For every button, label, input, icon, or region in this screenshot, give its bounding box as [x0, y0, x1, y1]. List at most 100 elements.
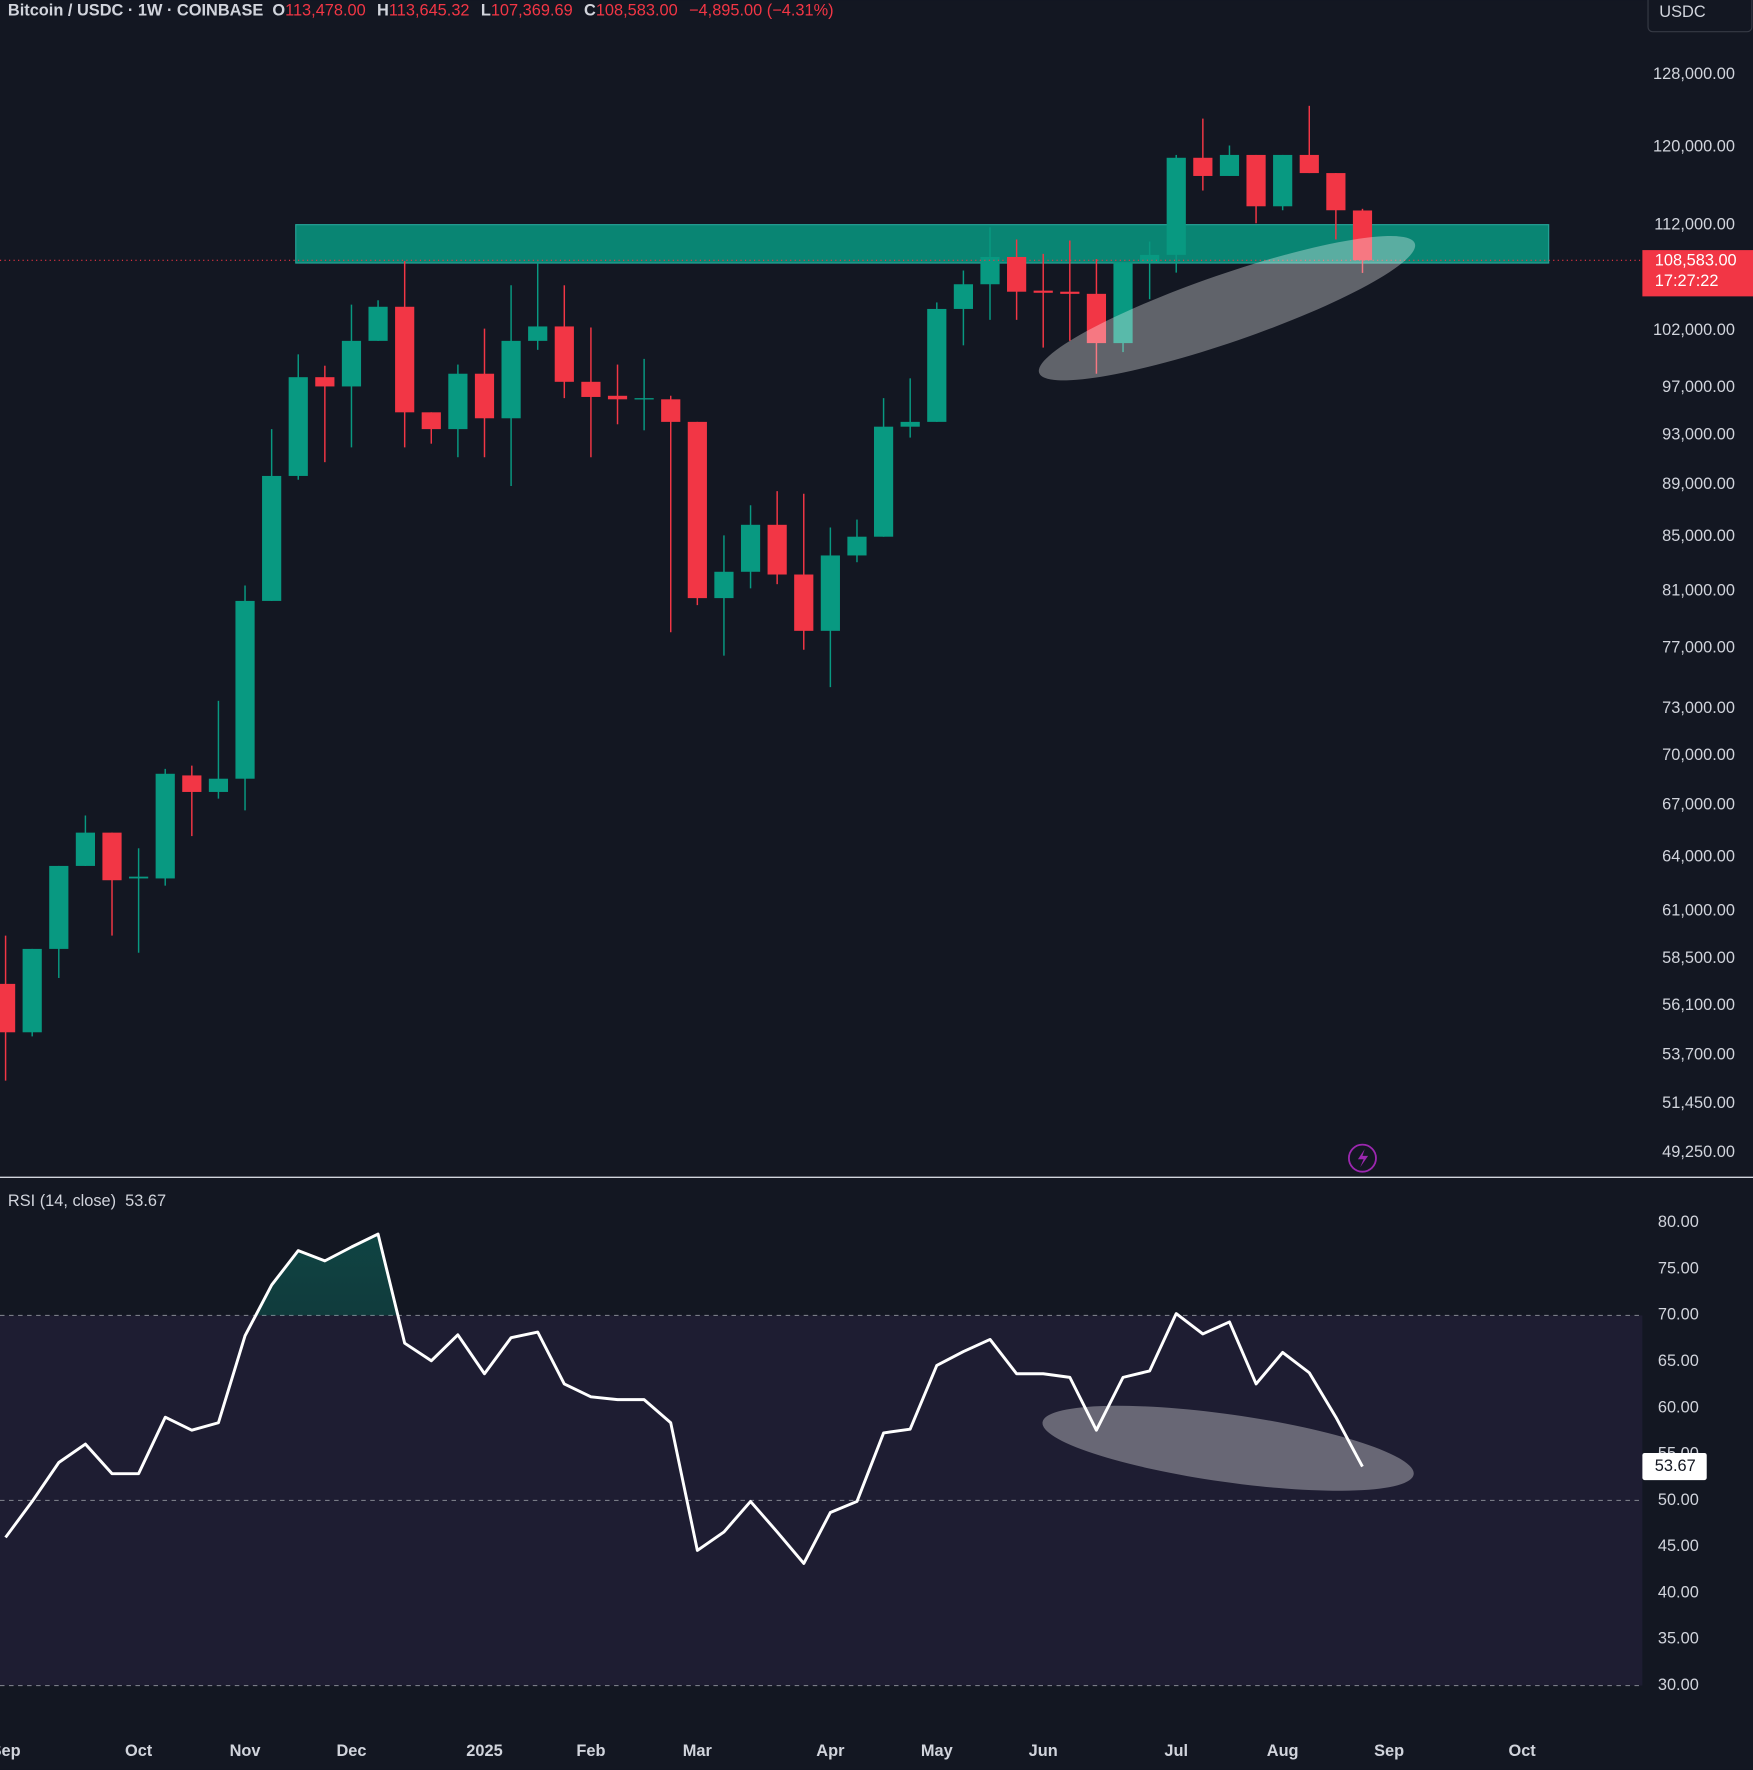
- candle-body: [953, 284, 973, 309]
- candle-body: [1246, 154, 1266, 207]
- candle-body: [395, 306, 415, 413]
- currency-box[interactable]: [1647, 0, 1753, 33]
- candle-body: [1166, 157, 1186, 255]
- y-tick-label: 112,000.00: [1654, 216, 1735, 234]
- candle-body: [900, 421, 920, 427]
- candle-body: [474, 373, 495, 419]
- candle-body: [1033, 290, 1053, 293]
- candle-body: [421, 412, 441, 430]
- ohlc-key: L: [481, 2, 491, 20]
- y-tick-label: 75.00: [1658, 1259, 1699, 1277]
- x-tick-label: May: [921, 1742, 954, 1760]
- x-tick-label: Jun: [1029, 1742, 1058, 1760]
- x-tick-label: Feb: [576, 1742, 605, 1760]
- y-tick-label: 35.00: [1658, 1630, 1699, 1648]
- y-tick-label: 58,500.00: [1662, 949, 1735, 967]
- x-tick-label: Jul: [1164, 1742, 1188, 1760]
- y-tick-label: 53,700.00: [1662, 1045, 1735, 1063]
- candle-body: [262, 475, 282, 601]
- alert-bolt: [1357, 1149, 1369, 1168]
- x-tick-label: Nov: [230, 1742, 262, 1760]
- candle-body: [368, 306, 388, 341]
- candle-body: [1060, 291, 1080, 294]
- candle-body: [1352, 210, 1373, 261]
- symbol-title: Bitcoin / USDC · 1W · COINBASE: [8, 2, 263, 20]
- y-tick-label: 97,000.00: [1662, 378, 1735, 396]
- alert-icon[interactable]: [1347, 1143, 1377, 1173]
- candle-body: [288, 377, 308, 476]
- candle-body: [607, 395, 628, 400]
- candle-body: [1007, 256, 1027, 292]
- candle-body: [315, 377, 335, 387]
- candle-body: [687, 421, 707, 599]
- ohlc-key: O: [272, 2, 285, 20]
- change: −4,895.00 (−4.31%): [689, 2, 834, 20]
- candle-body: [208, 778, 229, 792]
- y-tick-label: 73,000.00: [1662, 699, 1735, 717]
- x-tick-label: Apr: [816, 1742, 845, 1760]
- candle-body: [661, 399, 681, 422]
- candle-body: [155, 773, 175, 879]
- ohlc-value: 108,583.00: [596, 2, 678, 20]
- x-tick-label: Sep: [1374, 1742, 1404, 1760]
- ohlc-value: 113,478.00: [285, 2, 366, 20]
- highlight-ellipse: [1042, 1405, 1414, 1491]
- y-tick-label: 51,450.00: [1662, 1094, 1735, 1112]
- candle-body: [1219, 154, 1240, 176]
- rsi-line: [4, 1232, 1364, 1565]
- y-tick-label: 61,000.00: [1662, 902, 1735, 920]
- candle-body: [767, 524, 787, 575]
- x-tick-label: Oct: [1508, 1742, 1536, 1760]
- last-price-label: 108,583.00: [1655, 252, 1737, 270]
- y-tick-label: 128,000.00: [1653, 65, 1735, 83]
- rsi-title: RSI (14, close): [8, 1193, 116, 1211]
- y-tick-label: 77,000.00: [1662, 639, 1735, 657]
- y-tick-label: 49,250.00: [1662, 1143, 1735, 1161]
- candle-body: [102, 832, 122, 881]
- y-tick-label: 85,000.00: [1662, 527, 1735, 545]
- candle-body: [581, 381, 601, 397]
- candle-body: [182, 775, 202, 792]
- x-tick-label: 2025: [466, 1742, 502, 1760]
- rsi-header: RSI (14, close) 53.67: [8, 1193, 166, 1211]
- x-tick-label: Aug: [1267, 1742, 1299, 1760]
- header: Bitcoin / USDC · 1W · COINBASE O113,478.0…: [8, 2, 834, 20]
- countdown: 17:27:22: [1655, 272, 1719, 290]
- y-tick-label: 70,000.00: [1662, 746, 1735, 764]
- y-tick-label: 120,000.00: [1653, 138, 1735, 156]
- y-tick-label: 67,000.00: [1662, 796, 1735, 814]
- candle-body: [1140, 254, 1160, 263]
- candle-body: [0, 983, 16, 1033]
- candle-body: [235, 600, 255, 779]
- rsi-value-label: 53.67: [1655, 1457, 1696, 1475]
- y-tick-label: 60.00: [1658, 1398, 1699, 1416]
- y-tick-label: 80.00: [1658, 1213, 1699, 1231]
- ohlc-value: 113,645.32: [389, 2, 470, 20]
- y-tick-label: 56,100.00: [1662, 996, 1735, 1014]
- candle-body: [980, 256, 1000, 285]
- candle-body: [1193, 157, 1213, 176]
- candle-body: [634, 398, 654, 400]
- last-price-box: [1642, 250, 1753, 297]
- candle-body: [1086, 293, 1107, 344]
- candle-body: [1326, 173, 1346, 211]
- highlight-ellipse: [1038, 236, 1416, 381]
- candle-body: [820, 555, 840, 631]
- rsi-value-box: [1642, 1452, 1707, 1481]
- ohlc-key: H: [377, 2, 389, 20]
- candle-body: [794, 574, 814, 631]
- candle-body: [1299, 154, 1319, 174]
- candle-body: [714, 571, 734, 599]
- x-tick-label: Sep: [0, 1742, 21, 1760]
- rsi-current: 53.67: [125, 1193, 166, 1211]
- candle-body: [448, 373, 468, 430]
- y-tick-label: 40.00: [1658, 1583, 1699, 1601]
- y-tick-label: 70.00: [1658, 1306, 1699, 1324]
- currency: USDC: [1659, 3, 1706, 21]
- ohlc-key: C: [584, 2, 596, 20]
- x-tick-label: Oct: [125, 1742, 153, 1760]
- y-tick-label: 30.00: [1658, 1676, 1699, 1694]
